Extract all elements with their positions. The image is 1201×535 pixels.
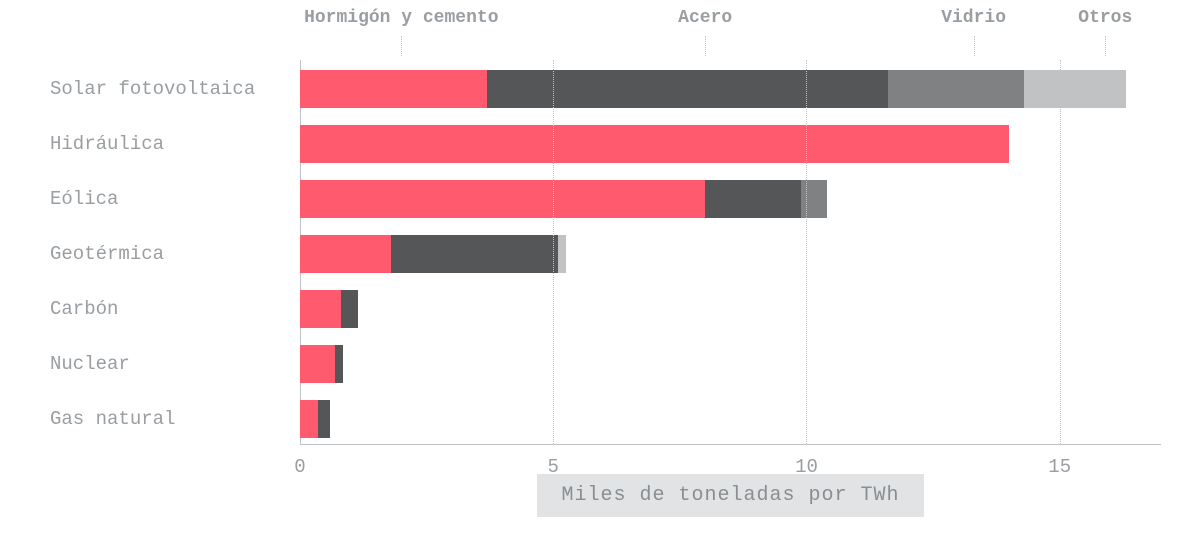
legend-tick-acero: [705, 36, 706, 56]
category-label: Solar fotovoltaica: [50, 78, 255, 100]
legend-label-otros: Otros: [1078, 8, 1132, 28]
bar-segment-otros: [558, 235, 566, 273]
bar-row: [300, 400, 1161, 438]
bar-segment-acero: [335, 345, 343, 383]
x-axis-caption-wrap: Miles de toneladas por TWh: [300, 474, 1161, 517]
x-axis-caption: Miles de toneladas por TWh: [537, 474, 923, 517]
legend-label-acero: Acero: [678, 8, 732, 28]
category-label: Hidráulica: [50, 133, 164, 155]
bar-segment-vidrio: [888, 70, 1025, 108]
bar-segment-hormigon: [300, 70, 487, 108]
category-label: Nuclear: [50, 353, 130, 375]
category-labels-col: Solar fotovoltaica Hidráulica Eólica Geotér…: [0, 60, 290, 445]
bar-row: [300, 180, 1161, 218]
bar-segment-acero: [318, 400, 331, 438]
bar-segment-acero: [487, 70, 887, 108]
legend-tick-hormigon: [401, 36, 402, 56]
bars-area: 051015: [300, 60, 1161, 445]
plot-area: Solar fotovoltaica Hidráulica Eólica Geotér…: [0, 60, 1161, 445]
legend-label-hormigon: Hormigón y cemento: [304, 8, 498, 28]
bar-segment-hormigon: [300, 125, 1009, 163]
bar-segment-hormigon: [300, 180, 705, 218]
materials-chart: Hormigón y cemento Acero Vidrio Otros Solar…: [0, 0, 1201, 535]
category-label-row: Hidráulica: [0, 125, 290, 163]
category-label: Gas natural: [50, 408, 175, 430]
bar-segment-acero: [341, 290, 359, 328]
category-label-row: Eólica: [0, 180, 290, 218]
bar-row: [300, 125, 1161, 163]
bar-row: [300, 235, 1161, 273]
category-label: Carbón: [50, 298, 118, 320]
gridline: [1060, 60, 1061, 444]
bar-segment-hormigon: [300, 400, 318, 438]
category-label-row: Nuclear: [0, 345, 290, 383]
legend-label-vidrio: Vidrio: [941, 8, 1006, 28]
category-label-row: Gas natural: [0, 400, 290, 438]
bar-row: [300, 290, 1161, 328]
bar-row: [300, 70, 1161, 108]
category-label-row: Geotérmica: [0, 235, 290, 273]
bar-segment-hormigon: [300, 290, 341, 328]
legend: Hormigón y cemento Acero Vidrio Otros: [300, 0, 1161, 60]
legend-tick-otros: [1105, 36, 1106, 56]
bar-segment-hormigon: [300, 235, 391, 273]
gridline: [806, 60, 807, 444]
bar-segment-vidrio: [801, 180, 826, 218]
bar-segment-otros: [1024, 70, 1125, 108]
category-label: Geotérmica: [50, 243, 164, 265]
bar-segment-hormigon: [300, 345, 335, 383]
category-label-row: Solar fotovoltaica: [0, 70, 290, 108]
legend-tick-vidrio: [974, 36, 975, 56]
gridline: [553, 60, 554, 444]
bar-segment-acero: [705, 180, 801, 218]
bar-row: [300, 345, 1161, 383]
category-label: Eólica: [50, 188, 118, 210]
bar-segment-acero: [391, 235, 558, 273]
category-label-row: Carbón: [0, 290, 290, 328]
